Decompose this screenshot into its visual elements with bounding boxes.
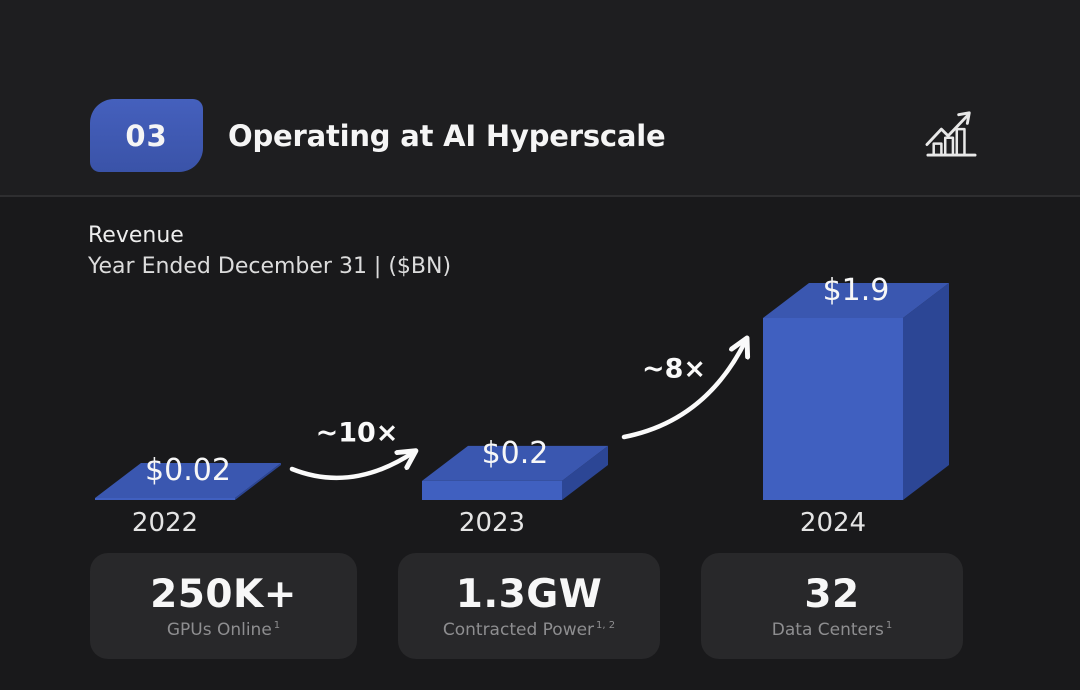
bar-category-label: 2022 [132,508,198,538]
bar-category-label: 2024 [800,508,866,538]
chart-subtitle: Year Ended December 31 | ($BN) [88,254,452,279]
growth-multiplier-2: ~8× [642,354,706,385]
bar-top-face [95,463,281,498]
growth-annotations: ~10× ~8× [289,340,746,481]
header: 03 Operating at AI Hyperscale [0,0,1080,195]
footnote-marker: 1 [273,619,281,631]
chart-title: Revenue [88,223,184,248]
bar-value-label: $0.2 [482,436,549,471]
stat-label: Contracted Power 1, 2 [442,619,616,640]
bar-side-face [562,445,608,500]
bar-side-face [903,282,949,500]
footnote-marker: 1, 2 [596,619,616,631]
growth-arrow-2 [621,340,746,440]
bar-value-label: $1.9 [823,273,890,308]
section-number: 03 [125,118,168,153]
bar-chart-growth-icon [924,108,978,162]
section-number-badge: 03 [90,99,203,172]
stat-label: GPUs Online 1 [166,619,281,640]
bar-front-face [95,498,235,500]
stat-label: Data Centers 1 [771,619,893,640]
growth-arrow-1 [289,452,414,481]
stat-card-gpus: 250K+ GPUs Online 1 [90,553,357,659]
stat-card-datacenters: 32 Data Centers 1 [701,553,963,659]
bar-top-face [763,282,949,318]
stat-value: 1.3GW [455,571,603,617]
bar-category-label: 2023 [459,508,525,538]
bar-front-face [422,480,562,500]
stat-value: 250K+ [150,571,297,617]
bars-layer: $0.02 2022 $0.2 2023 $1.9 2024 [95,273,949,538]
bar-side-face [235,463,281,500]
header-divider [0,195,1080,197]
stat-card-power: 1.3GW Contracted Power 1, 2 [398,553,660,659]
bar-front-face [763,317,903,500]
page-title: Operating at AI Hyperscale [228,118,666,153]
stat-value: 32 [804,571,860,617]
bar-top-face [422,445,608,481]
bar-value-label: $0.02 [145,453,231,488]
chart-heading: Revenue Year Ended December 31 | ($BN) [88,220,451,282]
footnote-marker: 1 [885,619,893,631]
growth-multiplier-1: ~10× [316,418,399,449]
